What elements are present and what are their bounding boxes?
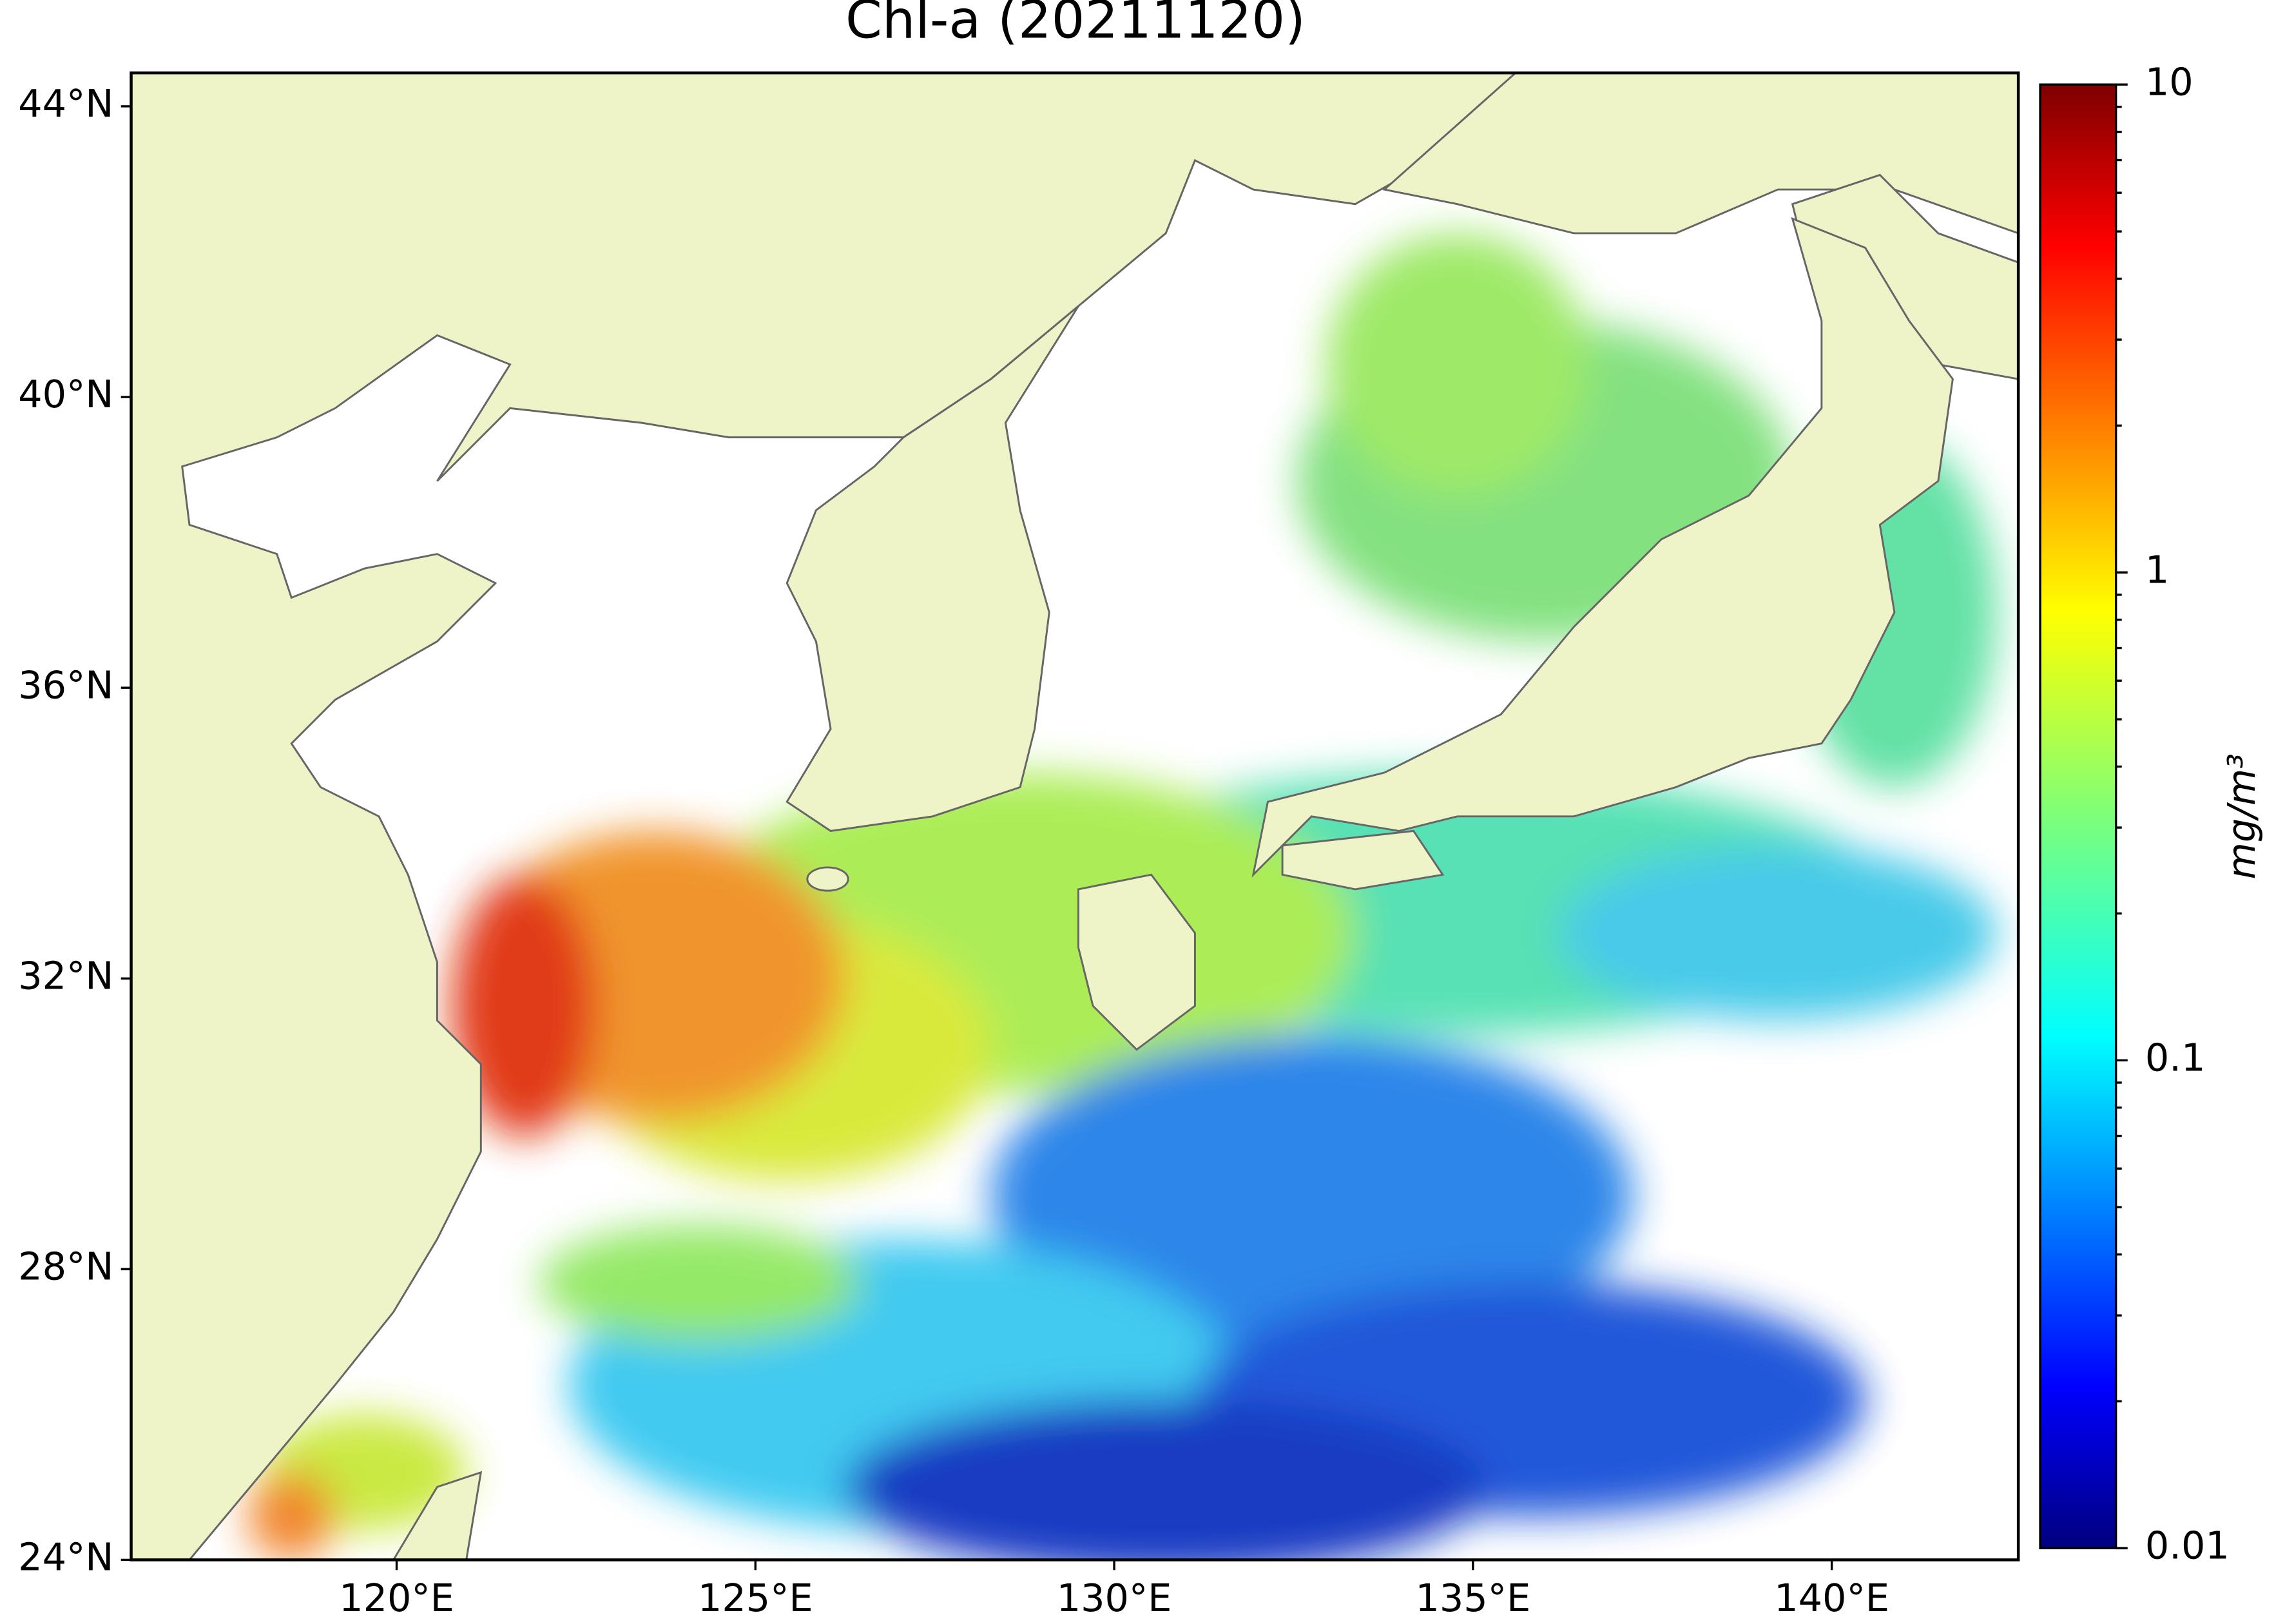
y-tick-label: 40°N	[18, 372, 113, 416]
colorbar	[2039, 83, 2117, 1550]
map-area	[131, 73, 2019, 1560]
y-tick-label: 44°N	[18, 81, 113, 126]
map-frame	[130, 71, 2020, 1561]
y-tick-label: 24°N	[18, 1535, 113, 1580]
colorbar-tick-label: 10	[2145, 59, 2193, 104]
x-tick-label: 120°E	[339, 1576, 454, 1620]
x-tick-label: 130°E	[1057, 1576, 1172, 1620]
map-title: Chl-a (20211120)	[845, 0, 1306, 51]
y-tick-label: 32°N	[18, 953, 113, 998]
colorbar-tick-label: 0.1	[2145, 1035, 2206, 1079]
x-tick-label: 140°E	[1774, 1576, 1889, 1620]
x-tick-label: 135°E	[1415, 1576, 1530, 1620]
colorbar-tick-label: 0.01	[2145, 1523, 2230, 1567]
y-tick-label: 36°N	[18, 662, 113, 707]
y-tick-label: 28°N	[18, 1244, 113, 1288]
land	[131, 73, 2019, 1560]
chlorophyll-field	[247, 233, 1997, 1560]
x-tick-label: 125°E	[698, 1576, 813, 1620]
colorbar-label: mg/m³	[2219, 753, 2264, 879]
colorbar-tick-label: 1	[2145, 547, 2169, 592]
